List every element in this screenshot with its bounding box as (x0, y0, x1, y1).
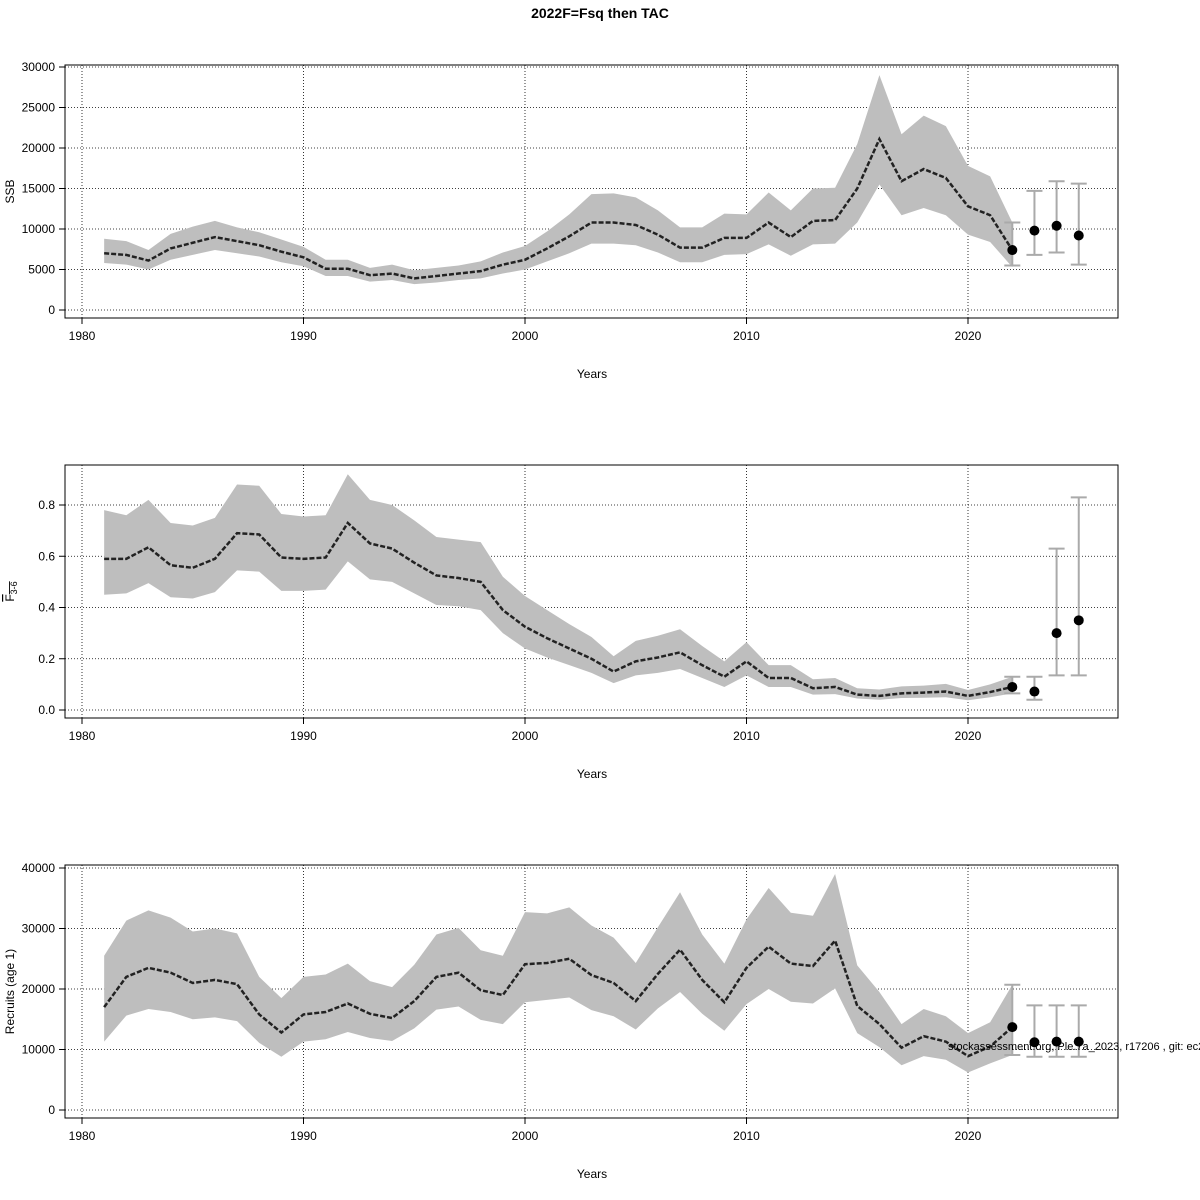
y-axis-label: Recruits (age 1) (3, 949, 17, 1034)
x-tick-label: 2010 (733, 329, 760, 343)
projection-point (1007, 245, 1018, 256)
projection-point (1029, 225, 1040, 236)
confidence-band (104, 874, 1013, 1073)
projection-point (1007, 1022, 1018, 1033)
chart-title: 2022F=Fsq then TAC (531, 5, 669, 21)
y-tick-label: 0.0 (38, 703, 55, 717)
estimate-line (104, 521, 1013, 698)
y-tick-label: 5000 (28, 263, 55, 277)
plot-frame (64, 864, 1119, 1119)
x-tick-label: 1980 (69, 729, 96, 743)
x-tick-label: 2020 (955, 1129, 982, 1143)
y-tick-label: 25000 (22, 101, 56, 115)
panel-3: 1980 1990 2000 2010 2020 0 10000 20000 30000 4000… (3, 861, 1119, 1181)
watermark: stockassessment.org, Ple.7a_2023, r17206… (948, 1041, 1200, 1053)
x-tick-label: 2010 (733, 729, 760, 743)
projection-point (1029, 686, 1040, 697)
projection-point (1029, 1037, 1040, 1048)
y-tick-label: 0 (48, 1103, 55, 1117)
y-tick-label: 0.4 (38, 601, 55, 615)
x-tick-label: 1990 (290, 1129, 317, 1143)
x-tick-label: 2000 (512, 1129, 539, 1143)
projection-point (1051, 1036, 1062, 1047)
y-tick-label: 0.8 (38, 498, 55, 512)
y-tick-label: 10000 (22, 1043, 56, 1057)
y-tick-label: 0 (48, 303, 55, 317)
x-tick-label: 1980 (69, 1129, 96, 1143)
x-tick-label: 1990 (290, 329, 317, 343)
x-tick-label: 1990 (290, 729, 317, 743)
panel-2: 1980 1990 2000 2010 2020 0.0 0.2 0.4 0.6 0.8 Years… (3, 464, 1119, 781)
x-axis-label: Years (577, 767, 607, 781)
x-tick-label: 1980 (69, 329, 96, 343)
panel-1: 1980 1990 2000 2010 2020 0 5000 10000 15000 20000… (3, 60, 1119, 381)
y-tick-label: 20000 (22, 141, 56, 155)
projection-point (1073, 1036, 1084, 1047)
confidence-band (104, 474, 1013, 701)
x-axis-label: Years (577, 1167, 607, 1181)
plot-frame (64, 464, 1119, 719)
y-axis-label: F3-6 (3, 581, 19, 601)
x-axis-label: Years (577, 367, 607, 381)
estimate-line (103, 938, 1014, 1058)
projection-point (1051, 220, 1062, 231)
projection-point (1073, 230, 1084, 241)
x-tick-label: 2020 (955, 329, 982, 343)
x-tick-label: 2000 (512, 729, 539, 743)
confidence-band (104, 75, 1013, 285)
y-tick-label: 20000 (22, 982, 56, 996)
y-axis-label-subscript: 3-6 (9, 581, 19, 594)
y-axis-label: SSB (3, 179, 17, 203)
y-tick-label: 0.6 (38, 549, 55, 563)
projection-point (1051, 628, 1062, 639)
projection-point (1007, 681, 1018, 692)
estimate-line (104, 136, 1014, 280)
projection-point (1073, 615, 1084, 626)
y-tick-label: 0.2 (38, 652, 55, 666)
y-tick-label: 30000 (22, 922, 56, 936)
x-tick-label: 2020 (955, 729, 982, 743)
x-tick-label: 2010 (733, 1129, 760, 1143)
y-tick-label: 40000 (22, 861, 56, 875)
y-tick-label: 15000 (22, 182, 56, 196)
y-tick-label: 10000 (22, 222, 56, 236)
plot-frame (64, 64, 1119, 319)
x-tick-label: 2000 (512, 329, 539, 343)
y-tick-label: 30000 (22, 60, 56, 74)
